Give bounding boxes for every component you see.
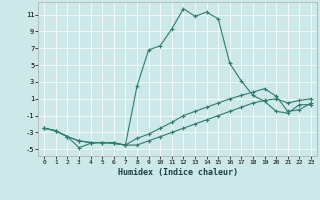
X-axis label: Humidex (Indice chaleur): Humidex (Indice chaleur) xyxy=(118,168,238,177)
